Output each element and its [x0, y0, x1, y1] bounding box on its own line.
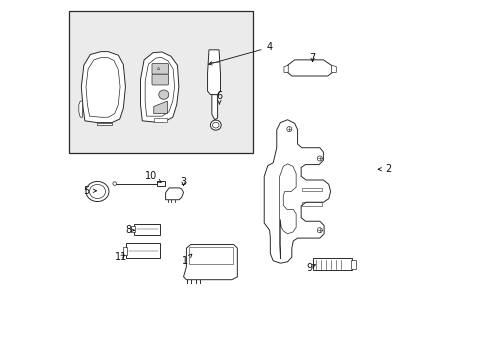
Bar [312, 258, 351, 270]
Bar [122, 247, 126, 255]
Text: 10: 10 [145, 171, 161, 183]
Bar [69, 12, 253, 153]
Polygon shape [140, 52, 179, 122]
Text: 2: 2 [377, 164, 390, 174]
Polygon shape [97, 123, 112, 126]
Polygon shape [81, 51, 125, 123]
Text: 8: 8 [124, 225, 134, 235]
Bar [301, 188, 321, 192]
Polygon shape [79, 101, 82, 117]
Text: 7: 7 [309, 53, 315, 63]
Polygon shape [153, 101, 167, 114]
Text: 6: 6 [216, 91, 222, 104]
Bar [126, 243, 160, 258]
FancyBboxPatch shape [152, 63, 168, 74]
Text: 1: 1 [182, 254, 191, 266]
Text: 11: 11 [114, 252, 127, 262]
Text: 3: 3 [180, 177, 186, 187]
Bar [134, 224, 160, 234]
Polygon shape [183, 244, 237, 280]
Text: ⌂: ⌂ [157, 66, 160, 71]
Text: 9: 9 [305, 263, 315, 273]
Bar [131, 226, 135, 232]
Polygon shape [284, 65, 287, 72]
Polygon shape [207, 50, 220, 95]
Ellipse shape [317, 156, 322, 161]
Polygon shape [287, 60, 332, 76]
Text: 5: 5 [83, 186, 96, 196]
Ellipse shape [317, 228, 322, 233]
Bar [156, 181, 164, 186]
Ellipse shape [159, 90, 168, 99]
Bar [351, 260, 355, 269]
Ellipse shape [86, 181, 109, 202]
Ellipse shape [210, 120, 221, 130]
Polygon shape [165, 188, 183, 200]
Polygon shape [211, 95, 217, 120]
Bar [301, 202, 321, 206]
FancyBboxPatch shape [152, 74, 168, 85]
Ellipse shape [113, 182, 116, 185]
Ellipse shape [212, 122, 219, 128]
Bar [153, 118, 166, 122]
Polygon shape [264, 120, 330, 263]
Polygon shape [331, 65, 336, 72]
Text: 4: 4 [208, 42, 272, 65]
Ellipse shape [286, 127, 291, 132]
